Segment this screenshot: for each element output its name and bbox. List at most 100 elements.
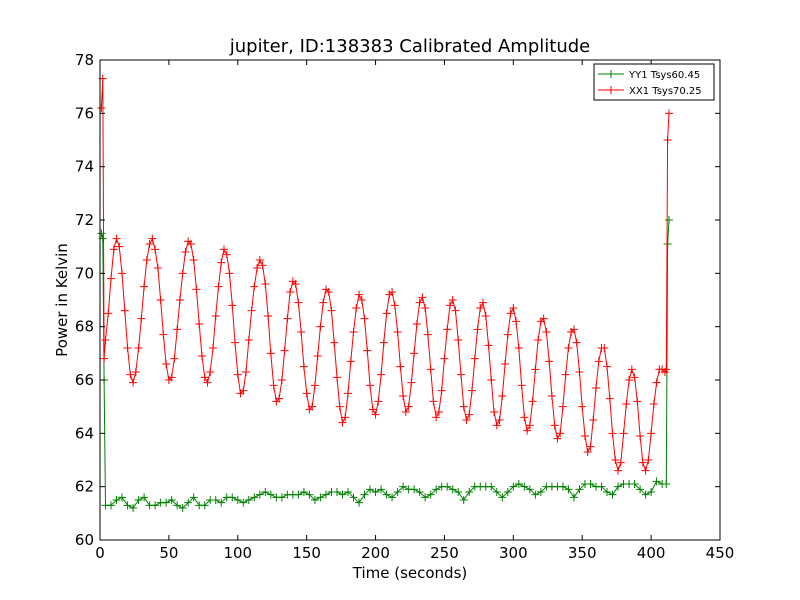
data-point: [487, 482, 496, 491]
data-point: [167, 373, 176, 382]
data-point: [275, 394, 284, 403]
data-point: [616, 458, 625, 467]
data-point: [418, 293, 427, 302]
data-point: [294, 298, 303, 307]
data-point: [360, 490, 369, 499]
data-point: [468, 386, 476, 395]
data-point: [355, 498, 364, 507]
data-point: [514, 344, 523, 352]
data-point: [569, 493, 578, 502]
data-point: [233, 496, 242, 504]
data-point: [189, 256, 198, 264]
data-point: [636, 432, 645, 440]
data-point: [415, 488, 424, 496]
data-point: [184, 498, 193, 507]
data-point: [228, 493, 237, 502]
data-point: [107, 274, 116, 283]
data-point: [126, 370, 135, 379]
y-axis-label: Power in Kelvin: [53, 243, 71, 357]
x-tick-label: 200: [361, 544, 390, 562]
data-point: [575, 368, 584, 376]
data-point: [614, 466, 623, 475]
x-tick-label: 0: [95, 544, 105, 562]
data-point: [492, 488, 501, 496]
data-point: [589, 416, 598, 424]
data-point: [266, 349, 275, 358]
data-point: [129, 378, 138, 387]
data-point: [151, 501, 160, 510]
data-point: [663, 136, 672, 144]
data-point: [432, 485, 441, 494]
data-point: [647, 429, 656, 438]
data-point: [379, 338, 388, 347]
data-point: [140, 493, 149, 502]
data-point: [597, 482, 606, 491]
data-point: [167, 496, 176, 504]
data-point: [145, 240, 154, 248]
data-point: [170, 354, 179, 363]
data-point: [344, 389, 352, 398]
data-point: [220, 245, 228, 254]
data-point: [200, 501, 209, 510]
data-point: [443, 325, 452, 334]
data-point: [211, 312, 220, 320]
data-point: [454, 336, 463, 344]
data-point: [151, 245, 160, 254]
data-point: [178, 504, 187, 512]
data-point: [506, 309, 515, 318]
data-point: [297, 328, 306, 336]
data-point: [456, 370, 465, 379]
data-point: [313, 352, 322, 360]
y-tick-label: 78: [75, 51, 94, 69]
data-point: [534, 336, 543, 344]
data-point: [310, 381, 319, 390]
data-point: [572, 338, 581, 347]
data-point: [217, 258, 226, 267]
data-point: [638, 458, 647, 467]
data-point: [344, 488, 352, 496]
data-point: [503, 488, 512, 496]
data-point: [564, 485, 573, 494]
data-point: [390, 301, 399, 310]
data-point: [148, 234, 157, 243]
data-point: [346, 357, 355, 366]
data-point: [399, 392, 408, 400]
series-1: [97, 216, 674, 512]
data-point: [630, 373, 639, 382]
legend-marker: [607, 70, 615, 78]
data-point: [142, 256, 151, 264]
data-point: [512, 317, 521, 326]
y-tick-label: 76: [75, 104, 94, 122]
data-point: [630, 480, 639, 488]
data-point: [217, 498, 226, 507]
data-point: [120, 306, 129, 315]
data-point: [357, 296, 366, 304]
data-point: [123, 344, 132, 352]
data-point: [264, 312, 273, 320]
series-line: [100, 219, 670, 509]
data-point: [662, 365, 671, 374]
legend-item: YY1 Tsys60.45: [598, 70, 700, 81]
data-point: [498, 493, 507, 502]
data-point: [97, 104, 106, 112]
data-point: [490, 408, 499, 416]
y-tick-label: 60: [75, 531, 94, 549]
data-point: [159, 330, 168, 339]
data-point: [225, 269, 234, 278]
legend-label: YY1 Tsys60.45: [628, 70, 700, 81]
plot-frame: [99, 59, 721, 541]
data-point: [239, 386, 248, 395]
data-point: [561, 370, 570, 379]
data-point: [627, 365, 636, 374]
y-tick-label: 74: [75, 158, 94, 176]
data-point: [665, 216, 674, 224]
data-point: [162, 498, 171, 507]
data-point: [445, 301, 454, 310]
data-point: [498, 392, 507, 400]
data-point: [608, 429, 617, 438]
legend-label: XX1 Tsys70.25: [629, 86, 702, 97]
data-point: [107, 501, 116, 510]
data-point: [663, 240, 672, 248]
data-point: [625, 376, 634, 384]
